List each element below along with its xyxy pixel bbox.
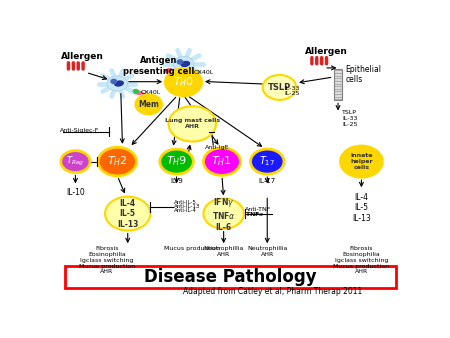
Text: $T_H1$: $T_H1$ bbox=[212, 155, 232, 168]
Text: TSLP
IL-33
IL-25: TSLP IL-33 IL-25 bbox=[342, 110, 358, 127]
Text: IL-4
IL-5
IL-13: IL-4 IL-5 IL-13 bbox=[117, 199, 139, 228]
Circle shape bbox=[111, 79, 117, 83]
Text: Anti-TNF: Anti-TNF bbox=[245, 207, 272, 212]
Text: $T_H0$: $T_H0$ bbox=[173, 75, 194, 89]
Ellipse shape bbox=[181, 62, 189, 67]
Ellipse shape bbox=[165, 69, 171, 72]
Text: Neutrophillia
AHR: Neutrophillia AHR bbox=[203, 246, 244, 257]
Circle shape bbox=[135, 94, 162, 114]
Text: Epithelial
cells: Epithelial cells bbox=[346, 65, 382, 84]
Text: Neutrophillia
AHR: Neutrophillia AHR bbox=[247, 246, 288, 257]
FancyBboxPatch shape bbox=[65, 266, 396, 288]
Circle shape bbox=[177, 60, 183, 64]
Circle shape bbox=[263, 75, 296, 100]
Text: Anti-IL-5: Anti-IL-5 bbox=[174, 200, 197, 205]
Circle shape bbox=[133, 90, 138, 93]
Text: Mucus production: Mucus production bbox=[164, 246, 220, 251]
Text: IL-10: IL-10 bbox=[66, 188, 85, 197]
Circle shape bbox=[251, 149, 284, 174]
Text: Adapted from Catley et al, Pharm Therap 2011: Adapted from Catley et al, Pharm Therap … bbox=[183, 287, 362, 296]
Circle shape bbox=[173, 56, 194, 72]
Circle shape bbox=[341, 146, 382, 177]
Text: OX40L: OX40L bbox=[141, 90, 161, 95]
Text: Fibrosis
Eosinophilia
Igclass switching
Mucus production
AHR: Fibrosis Eosinophilia Igclass switching … bbox=[79, 246, 135, 274]
Text: IL-4
IL-5
IL-13: IL-4 IL-5 IL-13 bbox=[352, 193, 371, 223]
Text: Antigen
presenting cell: Antigen presenting cell bbox=[123, 56, 195, 76]
Circle shape bbox=[107, 76, 127, 91]
Ellipse shape bbox=[134, 91, 143, 94]
Text: Anti-IL-4: Anti-IL-4 bbox=[174, 208, 197, 213]
Text: TNF$\alpha$: TNF$\alpha$ bbox=[245, 210, 265, 218]
Text: Lung mast cells
AHR: Lung mast cells AHR bbox=[165, 118, 220, 129]
Circle shape bbox=[169, 106, 216, 142]
Text: IFN$\gamma$
TNF$\alpha$
IL-6: IFN$\gamma$ TNF$\alpha$ IL-6 bbox=[212, 195, 235, 232]
Text: innate
helper
cells: innate helper cells bbox=[350, 153, 373, 170]
Text: Fibrosis
Eosinophilia
Igclass switching
Mucus production
AHR: Fibrosis Eosinophilia Igclass switching … bbox=[333, 246, 389, 274]
Text: Anti-IL-13: Anti-IL-13 bbox=[174, 204, 201, 209]
Circle shape bbox=[203, 198, 244, 229]
Text: $T_{17}$: $T_{17}$ bbox=[259, 155, 275, 168]
Text: IL-9: IL-9 bbox=[170, 178, 183, 184]
Text: $T_H2$: $T_H2$ bbox=[107, 155, 128, 168]
Text: $T_H9$: $T_H9$ bbox=[166, 155, 187, 168]
Text: Allergen: Allergen bbox=[61, 52, 104, 61]
Text: Mem: Mem bbox=[138, 100, 159, 109]
Text: TSLP: TSLP bbox=[268, 83, 291, 92]
Text: OX40L: OX40L bbox=[194, 70, 214, 75]
Text: Allergen: Allergen bbox=[305, 47, 348, 56]
FancyBboxPatch shape bbox=[333, 69, 342, 100]
Circle shape bbox=[160, 149, 194, 174]
Text: Disease Pathology: Disease Pathology bbox=[144, 268, 317, 286]
Text: $T_{Reg}$: $T_{Reg}$ bbox=[66, 155, 85, 168]
Text: Anti-Siglec-F: Anti-Siglec-F bbox=[60, 128, 99, 133]
Ellipse shape bbox=[115, 81, 123, 86]
Circle shape bbox=[166, 69, 202, 96]
Circle shape bbox=[203, 148, 240, 175]
Text: IL-33
IL-25: IL-33 IL-25 bbox=[285, 86, 300, 96]
Circle shape bbox=[105, 197, 150, 231]
Text: Anti-IgE: Anti-IgE bbox=[205, 145, 230, 150]
Circle shape bbox=[98, 147, 136, 176]
Circle shape bbox=[61, 151, 90, 172]
Text: IL-17: IL-17 bbox=[259, 178, 276, 184]
